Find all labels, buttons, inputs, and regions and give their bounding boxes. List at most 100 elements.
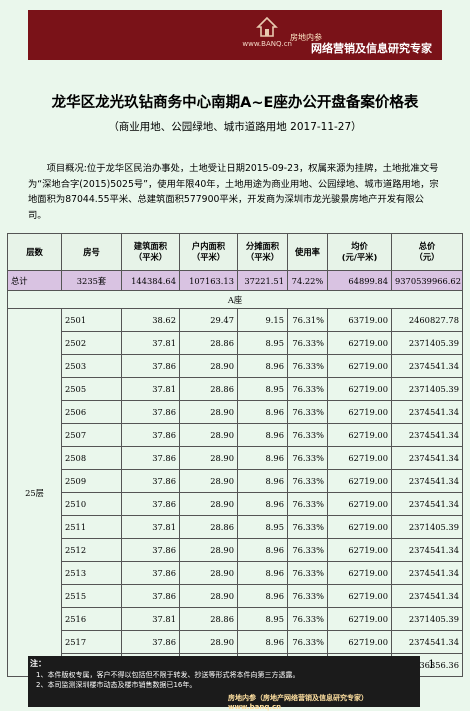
table-cell: 2374541.34 [391,400,463,424]
table-cell: 2374541.34 [391,354,463,378]
footer-heading: 注： [30,659,46,668]
table-cell: 62719.00 [327,561,392,585]
table-cell: 2371405.39 [391,377,463,401]
table-cell: 8.96 [237,584,288,608]
table-cell: 62719.00 [327,331,392,355]
table-cell: 37.86 [121,630,180,654]
table-cell: 2374541.34 [391,538,463,562]
column-header: 分摊面积 （平米） [237,233,288,271]
table-cell: 29.47 [179,308,238,332]
table-cell: 2374541.34 [391,584,463,608]
table-cell: 76.33% [287,377,328,401]
table-cell: 62719.00 [327,446,392,470]
table-row: 2510 37.86 28.90 8.96 76.33% 62719.00 2374541.… [8,492,463,516]
table-cell: 76.33% [287,630,328,654]
table-cell: 37.86 [121,354,180,378]
table-cell: 62719.00 [327,584,392,608]
table-cell: 62719.00 [327,538,392,562]
total-cell: 64899.84 [327,270,392,291]
table-row: 2511 37.81 28.86 8.95 76.33% 62719.00 2371405.… [8,515,463,539]
table-cell: 28.90 [179,561,238,585]
total-cell: 107163.13 [179,270,238,291]
table-row: 2513 37.86 28.90 8.96 76.33% 62719.00 2374541.… [8,561,463,585]
table-row: 2507 37.86 28.90 8.96 76.33% 62719.00 2374541.… [8,423,463,447]
table-cell: 76.33% [287,354,328,378]
table-cell: 63719.00 [327,308,392,332]
column-header: 使用率 [287,233,328,271]
room-number-cell: 2507 [61,423,122,447]
seat-label: A座 [7,290,463,309]
brand-slogan: 网络营销及信息研究专家 [311,42,432,55]
table-cell: 8.95 [237,607,288,631]
column-header: 均价 (元/平米) [327,233,392,271]
table-cell: 28.86 [179,607,238,631]
table-cell: 76.33% [287,331,328,355]
table-cell: 76.33% [287,584,328,608]
table-cell: 76.33% [287,469,328,493]
room-number-cell: 2516 [61,607,122,631]
table-cell: 2374541.34 [391,492,463,516]
table-row: 2516 37.81 28.86 8.95 76.33% 62719.00 2371405.… [8,607,463,631]
room-number-cell: 2508 [61,446,122,470]
table-cell: 8.96 [237,538,288,562]
table-cell: 76.33% [287,492,328,516]
price-table: 层数 房号 建筑面积 （平米） 户内面积 （平米） 分摊面积 （平米） 使用率 均价 (元/… [7,233,463,677]
table-cell: 8.96 [237,469,288,493]
table-cell: 76.33% [287,446,328,470]
header-banner: 房地内参 www.BANQ.cn 网络营销及信息研究专家 [28,10,442,60]
seat-row: A座 [7,290,463,309]
table-cell: 38.62 [121,308,180,332]
table-row: 2503 37.86 28.90 8.96 76.33% 62719.00 2374541.… [8,354,463,378]
total-cell: 3235套 [61,270,122,291]
room-number-cell: 2512 [61,538,122,562]
table-cell: 8.96 [237,354,288,378]
table-row: 2517 37.86 28.90 8.96 76.33% 62719.00 2374541.… [8,630,463,654]
table-cell: 2374541.34 [391,446,463,470]
table-cell: 28.86 [179,515,238,539]
table-cell: 8.96 [237,630,288,654]
table-cell: 37.86 [121,469,180,493]
room-number-cell: 2515 [61,584,122,608]
table-header-row: 层数 房号 建筑面积 （平米） 户内面积 （平米） 分摊面积 （平米） 使用率 均价 (元/… [7,233,463,271]
table-cell: 8.96 [237,492,288,516]
table-cell: 62719.00 [327,515,392,539]
page-title: 龙华区龙光玖钻商务中心南期A~E座办公开盘备案价格表 [51,95,419,111]
table-cell: 62719.00 [327,607,392,631]
room-number-cell: 2517 [61,630,122,654]
table-cell: 37.81 [121,607,180,631]
table-row: 2508 37.86 28.90 8.96 76.33% 62719.00 2374541.… [8,446,463,470]
table-cell: 8.95 [237,377,288,401]
house-logo-icon [256,16,278,37]
table-cell: 28.90 [179,538,238,562]
table-cell: 76.33% [287,607,328,631]
footer-note-1: 1、本件版权专属，客户不得以包括但不限于转发、抄送等形式将本件向第三方透露。 [36,671,300,679]
table-cell: 62719.00 [327,377,392,401]
footer-note-2: 2、本司监测深圳楼市动态及楼市销售数据已16年。 [36,681,197,689]
table-cell: 76.33% [287,561,328,585]
table-row: 25层 2501 38.62 29.47 9.15 76.31% 63719.00 24608… [7,308,463,677]
table-cell: 62719.00 [327,423,392,447]
table-cell: 37.86 [121,492,180,516]
total-cell: 144384.64 [121,270,180,291]
room-number-cell: 2510 [61,492,122,516]
table-cell: 37.81 [121,515,180,539]
table-cell: 8.96 [237,446,288,470]
table-cell: 37.86 [121,584,180,608]
table-cell: 8.96 [237,561,288,585]
floor-cell: 25层 [7,308,62,677]
table-cell: 2460827.78 [391,308,463,332]
table-cell: 28.90 [179,492,238,516]
table-cell: 2374541.34 [391,423,463,447]
table-cell: 9.15 [237,308,288,332]
table-cell: 8.95 [237,515,288,539]
table-cell: 62719.00 [327,492,392,516]
table-cell: 2374541.34 [391,630,463,654]
room-number-cell: 2509 [61,469,122,493]
room-number-cell: 2502 [61,331,122,355]
table-row: 2509 37.86 28.90 8.96 76.33% 62719.00 2374541.… [8,469,463,493]
table-row: 2505 37.81 28.86 8.95 76.33% 62719.00 2371405.… [8,377,463,401]
table-cell: 37.86 [121,400,180,424]
table-cell: 28.90 [179,584,238,608]
brand-name: 房地内参 [290,33,322,42]
table-row: 2512 37.86 28.90 8.96 76.33% 62719.00 2374541.… [8,538,463,562]
